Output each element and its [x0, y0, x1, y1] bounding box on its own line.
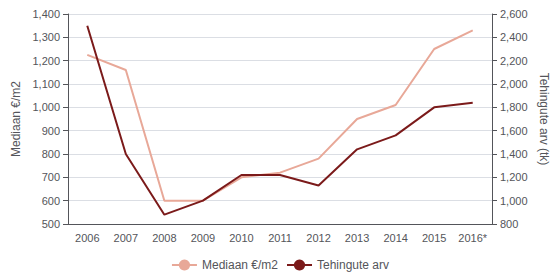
svg-text:800: 800	[42, 148, 60, 160]
svg-text:2011: 2011	[268, 232, 292, 244]
svg-text:1,200: 1,200	[500, 171, 528, 183]
svg-text:2010: 2010	[229, 232, 253, 244]
svg-text:2012: 2012	[306, 232, 330, 244]
svg-text:2015: 2015	[422, 232, 446, 244]
svg-text:1,200: 1,200	[32, 55, 60, 67]
svg-text:2013: 2013	[345, 232, 369, 244]
svg-text:2006: 2006	[75, 232, 99, 244]
svg-text:Tehingute arv (tk): Tehingute arv (tk)	[537, 73, 551, 166]
svg-text:800: 800	[500, 218, 518, 230]
svg-text:2016*: 2016*	[458, 232, 487, 244]
svg-text:1,000: 1,000	[500, 195, 528, 207]
svg-text:Mediaan €/m2: Mediaan €/m2	[9, 81, 23, 157]
svg-text:600: 600	[42, 195, 60, 207]
svg-text:1,400: 1,400	[32, 8, 60, 20]
svg-text:2,600: 2,600	[500, 8, 528, 20]
svg-text:2009: 2009	[191, 232, 215, 244]
svg-text:1,000: 1,000	[32, 101, 60, 113]
svg-text:900: 900	[42, 125, 60, 137]
svg-text:1,600: 1,600	[500, 125, 528, 137]
svg-text:2,400: 2,400	[500, 31, 528, 43]
svg-text:2008: 2008	[152, 232, 176, 244]
svg-text:1,800: 1,800	[500, 101, 528, 113]
svg-text:2,000: 2,000	[500, 78, 528, 90]
svg-text:Tehingute arv: Tehingute arv	[317, 258, 389, 272]
svg-text:2,200: 2,200	[500, 55, 528, 67]
svg-text:Mediaan €/m2: Mediaan €/m2	[202, 258, 278, 272]
svg-text:1,400: 1,400	[500, 148, 528, 160]
svg-text:700: 700	[42, 171, 60, 183]
svg-text:2007: 2007	[114, 232, 138, 244]
svg-text:500: 500	[42, 218, 60, 230]
svg-text:2014: 2014	[383, 232, 407, 244]
svg-text:1,300: 1,300	[32, 31, 60, 43]
svg-text:1,100: 1,100	[32, 78, 60, 90]
